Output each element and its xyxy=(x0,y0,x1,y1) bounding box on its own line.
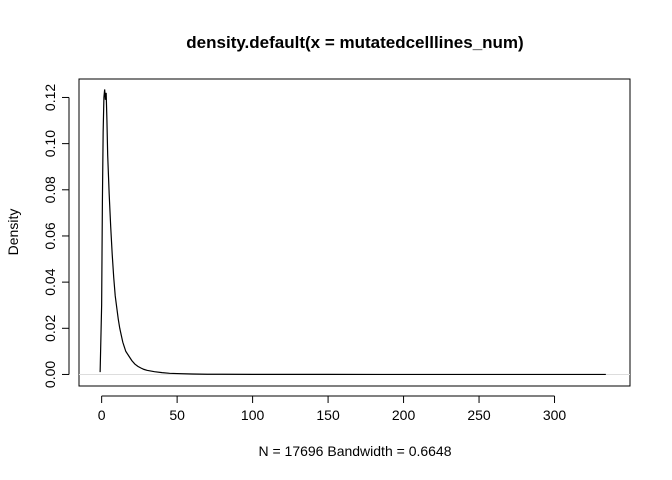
density-curve xyxy=(99,89,606,376)
x-tick-label: 0 xyxy=(98,407,106,423)
x-axis-label: N = 17696 Bandwidth = 0.6648 xyxy=(258,443,451,459)
x-axis: 0 50 100 150 200 250 300 xyxy=(98,395,567,423)
y-tick-label: 0.10 xyxy=(42,130,58,157)
x-tick-label: 50 xyxy=(169,407,185,423)
y-tick-label: 0.04 xyxy=(42,268,58,295)
y-tick-label: 0.08 xyxy=(42,176,58,203)
x-tick-label: 300 xyxy=(543,407,567,423)
y-tick-label: 0.12 xyxy=(42,84,58,111)
y-tick-label: 0.02 xyxy=(42,314,58,341)
plot-frame xyxy=(78,78,631,387)
y-tick-label: 0.06 xyxy=(42,222,58,249)
y-axis-label: Density xyxy=(5,209,21,256)
x-tick-label: 100 xyxy=(241,407,265,423)
y-axis: 0.00 0.02 0.04 0.06 0.08 0.10 0.12 xyxy=(42,84,70,388)
x-tick-label: 200 xyxy=(392,407,416,423)
y-tick-label: 0.00 xyxy=(42,361,58,388)
chart-title: density.default(x = mutatedcelllines_num… xyxy=(186,33,523,52)
x-tick-label: 250 xyxy=(467,407,491,423)
x-tick-label: 150 xyxy=(316,407,340,423)
